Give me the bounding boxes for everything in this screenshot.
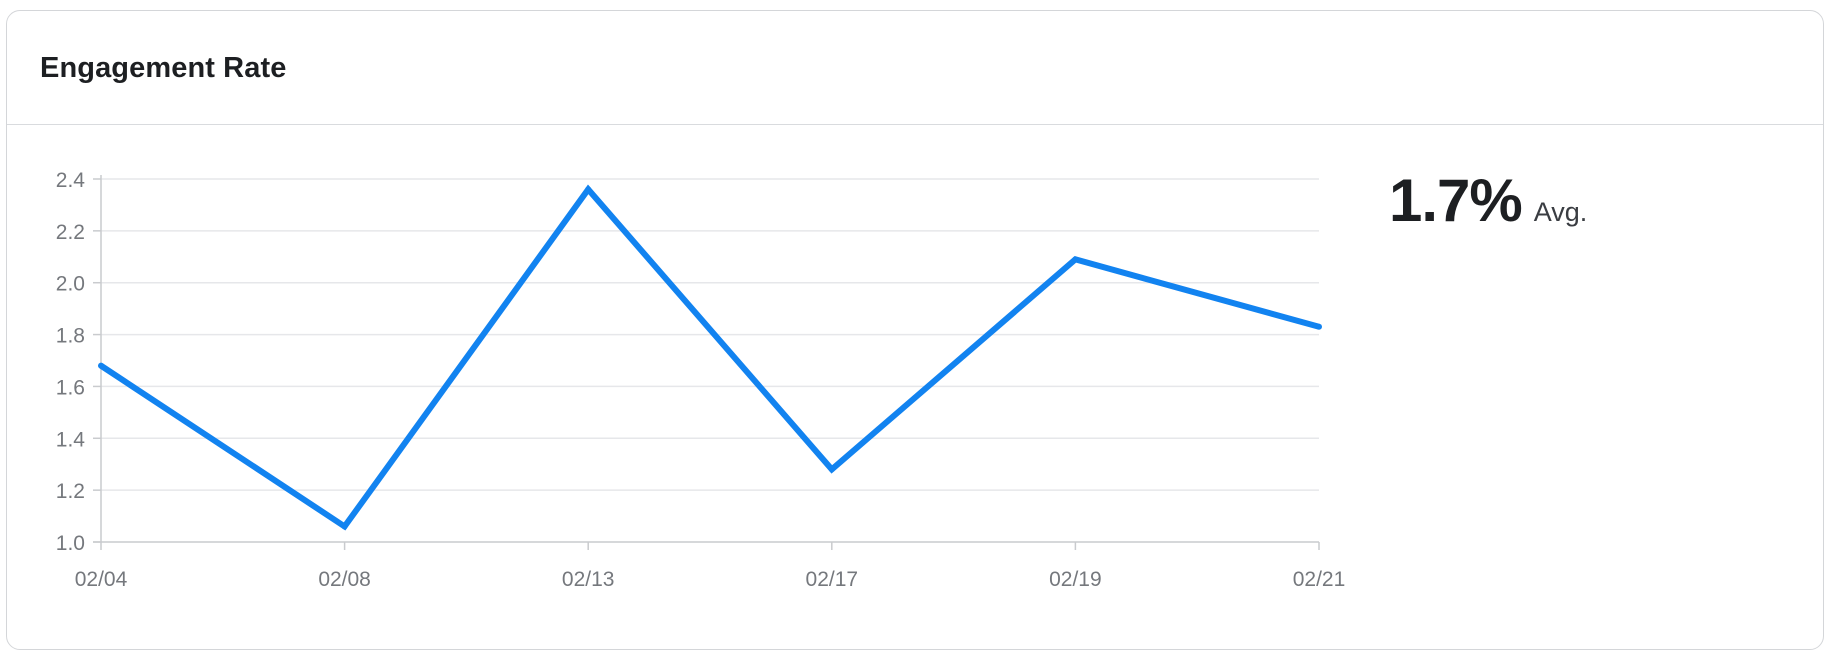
y-tick-labels: 1.0 1.2 1.4 1.6 1.8 2.0 2.2 2.4 bbox=[56, 169, 86, 555]
card-title: Engagement Rate bbox=[40, 52, 287, 84]
x-tick-labels: 02/04 02/08 02/13 02/17 02/19 02/21 bbox=[75, 568, 1346, 591]
data-point bbox=[98, 362, 104, 369]
y-tick-label: 1.2 bbox=[56, 480, 85, 503]
x-tick-label: 02/17 bbox=[806, 568, 859, 591]
y-tick-label: 2.4 bbox=[56, 169, 86, 192]
y-tick-label: 1.0 bbox=[56, 532, 85, 555]
x-tick-label: 02/08 bbox=[318, 568, 371, 591]
y-tick-label: 1.8 bbox=[56, 325, 85, 348]
grid-lines bbox=[101, 178, 1319, 491]
data-point bbox=[828, 466, 835, 473]
engagement-rate-card: Engagement Rate 1.0 1.2 1.4 1.6 1.8 2.0 2.2 2.4… bbox=[6, 10, 1824, 650]
data-point bbox=[1316, 323, 1322, 330]
series-layer bbox=[98, 184, 1322, 531]
x-tick-label: 02/04 bbox=[75, 568, 128, 591]
y-tick-label: 2.2 bbox=[56, 221, 85, 244]
y-tick-label: 2.0 bbox=[56, 273, 85, 296]
x-tick-label: 02/19 bbox=[1049, 568, 1102, 591]
y-tick-label: 1.6 bbox=[56, 376, 85, 399]
data-point bbox=[1072, 256, 1079, 263]
data-point bbox=[585, 186, 592, 193]
chart-axes bbox=[93, 175, 1320, 550]
series-line bbox=[99, 184, 1320, 531]
x-tick-label: 02/13 bbox=[562, 568, 615, 591]
card-header: Engagement Rate bbox=[7, 11, 1823, 125]
average-label: Avg. bbox=[1533, 197, 1588, 227]
average-value: 1.7% bbox=[1389, 167, 1523, 234]
y-tick-label: 1.4 bbox=[56, 428, 86, 451]
average-summary: 1.7% Avg. bbox=[1389, 166, 1587, 235]
line-chart: 1.0 1.2 1.4 1.6 1.8 2.0 2.2 2.4 02/04 02/08 02/13… bbox=[56, 169, 1346, 591]
data-point bbox=[341, 523, 348, 530]
x-tick-label: 02/21 bbox=[1293, 568, 1346, 591]
